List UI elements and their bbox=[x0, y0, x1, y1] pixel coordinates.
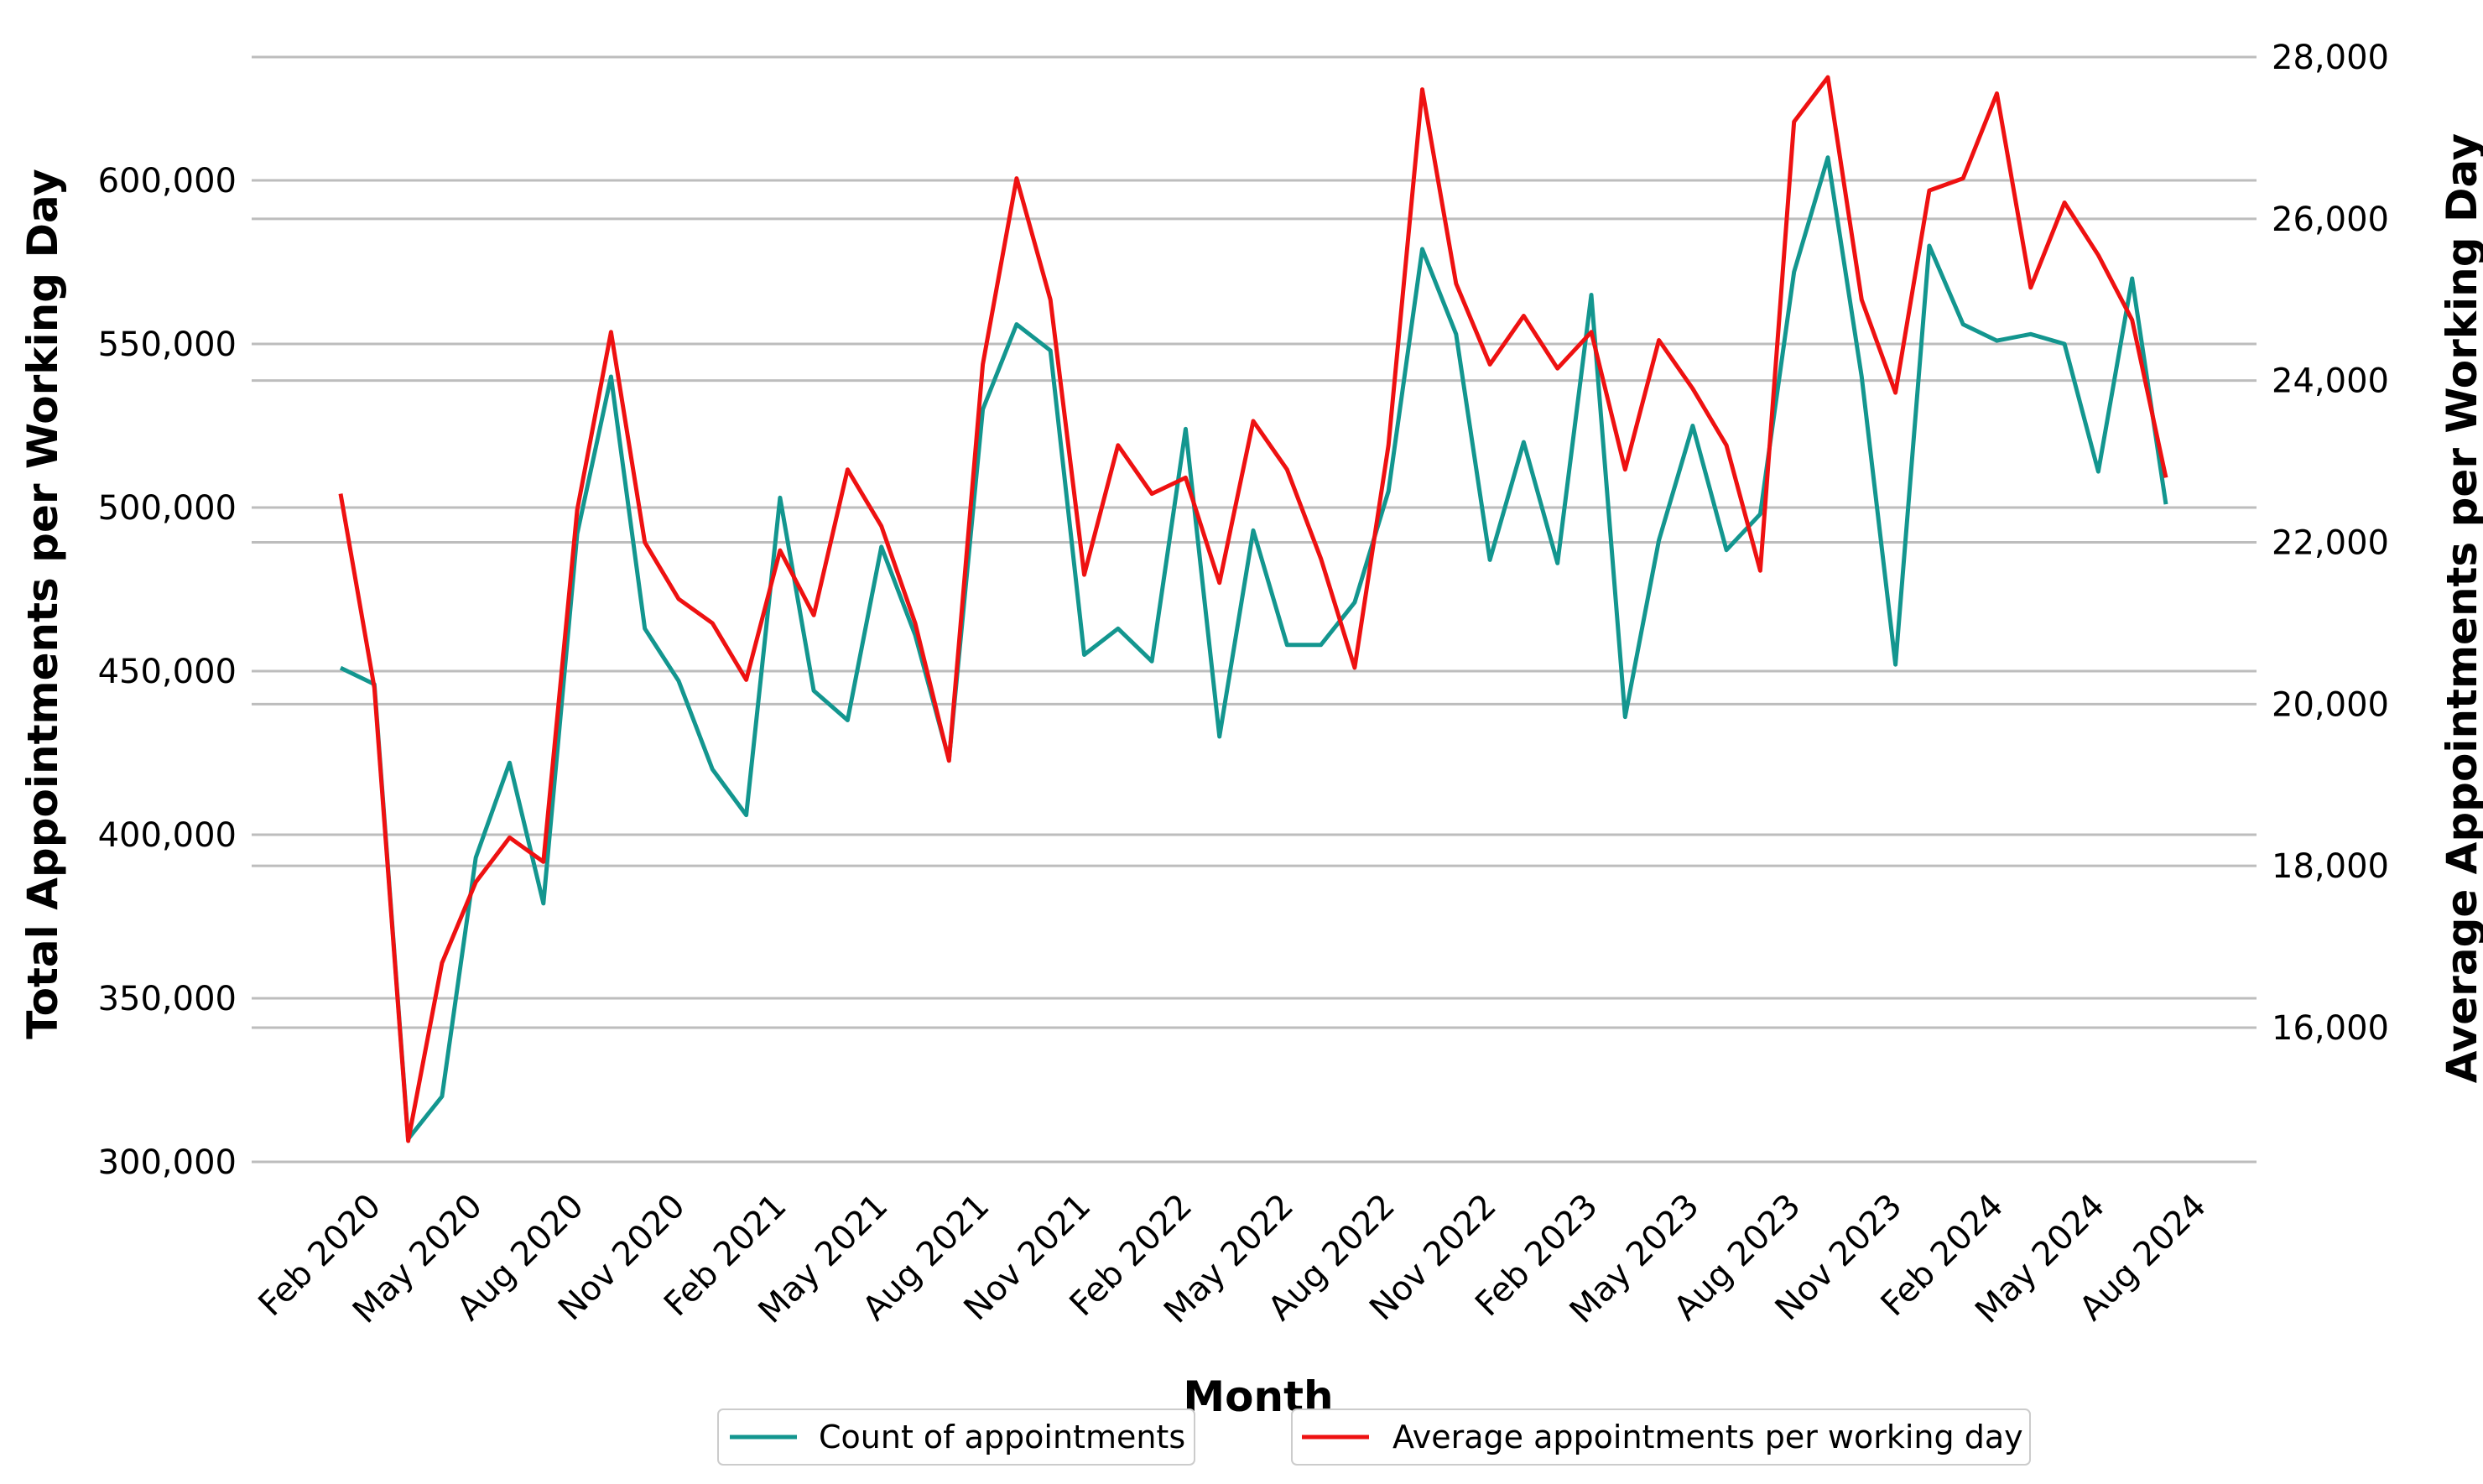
y-tick-right-label: 16,000 bbox=[2272, 1009, 2389, 1048]
y-axis-left-title: Total Appointments per Working Day bbox=[18, 169, 67, 1039]
y-tick-left-label: 300,000 bbox=[98, 1143, 237, 1182]
y-tick-left-label: 400,000 bbox=[98, 816, 237, 855]
series-line-average bbox=[338, 75, 2168, 1143]
grid-lines bbox=[252, 55, 2257, 1164]
y-tick-left-label: 450,000 bbox=[98, 653, 237, 691]
y-tick-right-label: 20,000 bbox=[2272, 685, 2389, 724]
tick-labels: 300,000 350,000 400,000 450,000 500,000 550,0… bbox=[98, 39, 2389, 1331]
legend-label-average: Average appointments per working day bbox=[1392, 1419, 2023, 1455]
y-tick-right-label: 26,000 bbox=[2272, 200, 2389, 239]
y-tick-right-label: 28,000 bbox=[2272, 39, 2389, 77]
y-tick-left-label: 350,000 bbox=[98, 980, 237, 1018]
y-tick-left-label: 600,000 bbox=[98, 162, 237, 200]
legend-box-average bbox=[1291, 1408, 2031, 1466]
y-tick-left-label: 500,000 bbox=[98, 489, 237, 528]
y-tick-right-label: 22,000 bbox=[2272, 524, 2389, 563]
series-line-count bbox=[339, 155, 2168, 1142]
legend-label-count: Count of appointments bbox=[819, 1419, 1185, 1455]
y-axis-right-title: Average Appointments per Working Day bbox=[2438, 133, 2483, 1084]
legend: Count of appointments Average appointmen… bbox=[717, 1408, 2031, 1466]
y-tick-right-label: 24,000 bbox=[2272, 362, 2389, 401]
legend-box-count bbox=[717, 1408, 1195, 1466]
series-lines bbox=[338, 75, 2168, 1143]
y-tick-left-label: 550,000 bbox=[98, 325, 237, 364]
y-tick-right-label: 18,000 bbox=[2272, 847, 2389, 886]
